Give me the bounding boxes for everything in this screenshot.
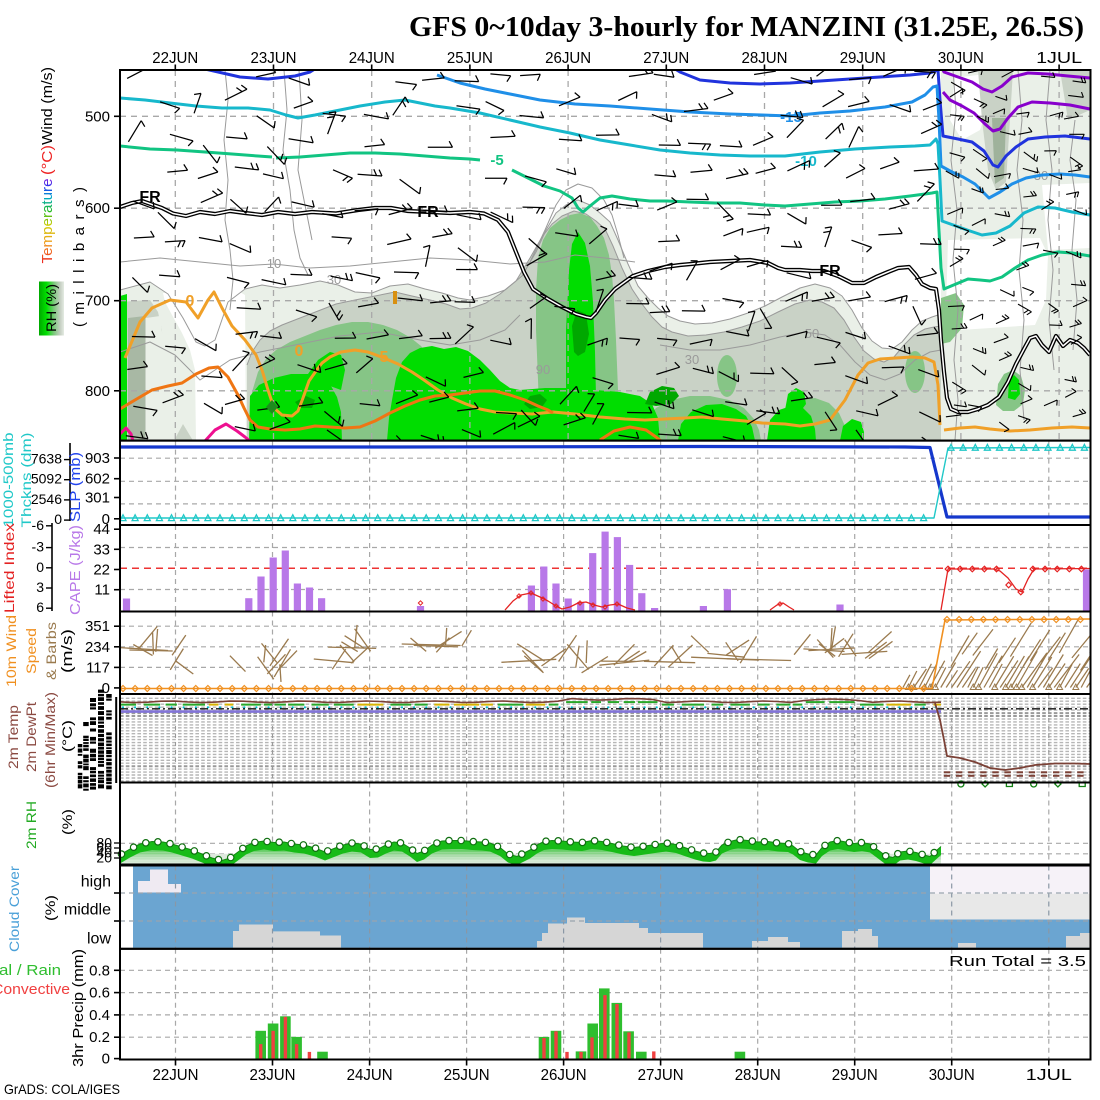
svg-text:FR: FR: [819, 263, 841, 280]
svg-text:(%): (%): [42, 895, 58, 921]
svg-text:Lifted Index: Lifted Index: [1, 523, 17, 613]
svg-text:0: 0: [54, 511, 62, 527]
svg-text:903: 903: [85, 450, 110, 467]
svg-text:1JUL: 1JUL: [1026, 1067, 1072, 1084]
svg-text:10m Wind: 10m Wind: [3, 615, 19, 687]
svg-text:0: 0: [102, 680, 110, 697]
svg-text:23JUN: 23JUN: [250, 1067, 296, 1084]
svg-text:Convective: Convective: [0, 981, 70, 998]
svg-text:30JUN: 30JUN: [938, 50, 984, 67]
svg-text:Run Total = 3.5: Run Total = 3.5: [949, 953, 1086, 970]
svg-text:& Barbs: & Barbs: [43, 622, 59, 680]
svg-text:117: 117: [86, 659, 110, 676]
svg-text:40: 40: [96, 845, 112, 861]
svg-text:RH (%): RH (%): [43, 284, 59, 332]
svg-text:0.8: 0.8: [89, 962, 110, 979]
svg-text:(%): (%): [59, 809, 75, 835]
svg-text:351: 351: [85, 618, 110, 635]
svg-text:CAPE (J/kg): CAPE (J/kg): [67, 525, 84, 615]
svg-text:Cloud Cover: Cloud Cover: [6, 866, 22, 952]
svg-text:20: 20: [96, 850, 112, 866]
svg-text:1000-500mb: 1000-500mb: [0, 432, 16, 527]
svg-text:-6: -6: [32, 517, 45, 533]
svg-text:22JUN: 22JUN: [152, 50, 198, 67]
svg-text:3hr Precip (mm): 3hr Precip (mm): [70, 949, 87, 1067]
svg-text:0.2: 0.2: [89, 1029, 110, 1046]
svg-text:GrADS: COLA/IGES: GrADS: COLA/IGES: [4, 1081, 120, 1097]
svg-text:29JUN: 29JUN: [840, 50, 886, 67]
svg-text:800: 800: [85, 383, 110, 400]
svg-text:1JUL: 1JUL: [1036, 50, 1082, 67]
svg-text:0: 0: [102, 511, 110, 528]
svg-text:SLP (mb): SLP (mb): [67, 452, 84, 522]
svg-text:5: 5: [380, 349, 389, 366]
svg-text:high: high: [81, 874, 111, 891]
svg-text:6: 6: [36, 599, 44, 615]
svg-text:22JUN: 22JUN: [153, 1067, 199, 1084]
svg-text:80: 80: [96, 835, 112, 851]
svg-text:602: 602: [85, 471, 110, 488]
svg-text:-5: -5: [490, 152, 503, 169]
svg-text:7638: 7638: [31, 451, 62, 467]
svg-text:30: 30: [685, 352, 699, 367]
svg-text:90: 90: [536, 362, 550, 377]
svg-text:24JUN: 24JUN: [349, 50, 395, 67]
svg-text:50: 50: [805, 326, 819, 341]
svg-text:500: 500: [85, 108, 110, 125]
svg-text:11: 11: [94, 582, 110, 599]
svg-text:26JUN: 26JUN: [541, 1067, 587, 1084]
svg-text:10: 10: [267, 256, 281, 271]
svg-text:0: 0: [36, 559, 44, 575]
svg-text:0.6: 0.6: [89, 985, 110, 1002]
svg-text:2m DewPt: 2m DewPt: [23, 702, 39, 772]
svg-text:0.4: 0.4: [89, 1007, 110, 1024]
svg-text:2546: 2546: [31, 491, 62, 507]
svg-text:Thckns (dm): Thckns (dm): [18, 433, 34, 528]
svg-text:60: 60: [96, 840, 112, 856]
svg-text:30: 30: [327, 272, 341, 287]
svg-text:23JUN: 23JUN: [251, 50, 297, 67]
svg-text:-3: -3: [32, 539, 45, 555]
svg-text:25JUN: 25JUN: [444, 1067, 490, 1084]
svg-text:3: 3: [36, 579, 44, 595]
svg-text:FR: FR: [139, 189, 161, 206]
svg-text:Speed: Speed: [23, 628, 39, 674]
svg-text:5092: 5092: [31, 471, 62, 487]
svg-text:27JUN: 27JUN: [638, 1067, 684, 1084]
svg-text:25JUN: 25JUN: [447, 50, 493, 67]
svg-text:al / Rain: al / Rain: [0, 962, 61, 979]
svg-text:0: 0: [295, 343, 304, 360]
svg-text:29JUN: 29JUN: [832, 1067, 878, 1084]
svg-text:26JUN: 26JUN: [545, 50, 591, 67]
svg-text:(6hr Min/Max): (6hr Min/Max): [42, 692, 58, 788]
svg-text:(°C): (°C): [39, 145, 56, 175]
svg-text:FR: FR: [417, 204, 439, 221]
svg-text:-10: -10: [795, 153, 817, 170]
svg-text:low: low: [87, 931, 111, 948]
svg-text:middle: middle: [64, 902, 111, 919]
svg-text:Temperature: Temperature: [39, 179, 56, 264]
svg-text:2m Temp: 2m Temp: [5, 705, 21, 769]
svg-text:(°C): (°C): [59, 720, 75, 752]
svg-text:28JUN: 28JUN: [735, 1067, 781, 1084]
svg-text:2m RH: 2m RH: [23, 801, 39, 849]
svg-text:700: 700: [85, 293, 110, 310]
svg-text:27JUN: 27JUN: [643, 50, 689, 67]
svg-text:600: 600: [85, 200, 110, 217]
svg-text:0: 0: [102, 1051, 110, 1068]
svg-text:0: 0: [186, 293, 195, 310]
svg-text:234: 234: [85, 639, 110, 656]
svg-text:Wind (m/s): Wind (m/s): [39, 67, 56, 145]
svg-text:(m/s): (m/s): [59, 629, 76, 673]
svg-text:301: 301: [85, 490, 110, 507]
svg-text:GFS 0~10day 3-hourly for MANZI: GFS 0~10day 3-hourly for MANZINI (31.25E…: [409, 11, 1084, 43]
svg-text:30JUN: 30JUN: [929, 1067, 975, 1084]
svg-text:33: 33: [93, 541, 110, 558]
svg-text:28JUN: 28JUN: [742, 50, 788, 67]
svg-text:24JUN: 24JUN: [347, 1067, 393, 1084]
svg-text:44: 44: [93, 521, 110, 538]
svg-text:22: 22: [93, 562, 110, 579]
